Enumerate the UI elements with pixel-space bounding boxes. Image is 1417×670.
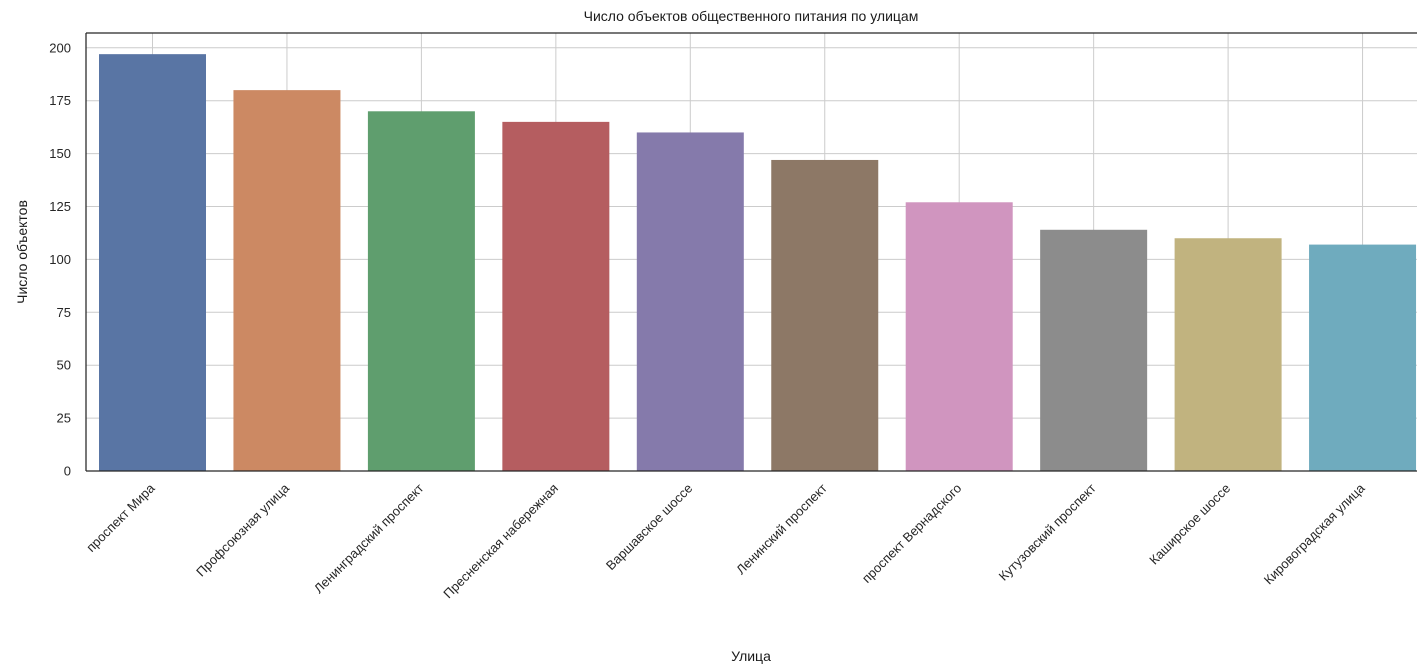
bar xyxy=(99,54,206,471)
y-tick-label: 25 xyxy=(57,411,71,426)
axis-layer xyxy=(85,32,1417,472)
x-tick-label: Профсоюзная улица xyxy=(193,480,292,579)
chart-title: Число объектов общественного питания по … xyxy=(584,8,919,24)
y-tick-label: 100 xyxy=(49,252,71,267)
x-tick-label: Ленинградский проспект xyxy=(311,480,427,596)
x-tick-label: Варшавское шоссе xyxy=(603,481,696,574)
x-tick-label: проспект Вернадского xyxy=(859,481,964,586)
bar xyxy=(905,202,1013,471)
y-tick-label: 175 xyxy=(49,93,71,108)
y-tick-label: 75 xyxy=(57,305,71,320)
y-axis-label: Число объектов xyxy=(14,200,30,304)
x-axis-label: Улица xyxy=(731,648,771,664)
bar xyxy=(1040,229,1148,471)
y-tick-label: 200 xyxy=(49,40,71,55)
x-tick-label: Кутузовский проспект xyxy=(996,480,1099,583)
y-tick-label: 50 xyxy=(57,358,71,373)
bar xyxy=(1174,238,1282,471)
x-tick-label: проспект Мира xyxy=(83,480,158,555)
y-tick-labels: 0 25 50 75 100 125 150 175 200 xyxy=(49,40,71,478)
bar xyxy=(502,121,610,471)
x-tick-label: Ленинский проспект xyxy=(733,480,830,577)
bar-layer xyxy=(99,54,1417,471)
bar xyxy=(233,90,341,471)
bar xyxy=(636,132,744,471)
x-tick-labels: проспект Мира Профсоюзная улица Ленинградс… xyxy=(83,480,1368,601)
bar xyxy=(367,111,475,471)
bar xyxy=(1309,244,1417,471)
y-tick-label: 125 xyxy=(49,199,71,214)
y-tick-label: 150 xyxy=(49,146,71,161)
bar xyxy=(771,159,879,471)
x-tick-label: Кировоградская улица xyxy=(1261,480,1368,587)
x-tick-label: Каширское шоссе xyxy=(1146,481,1233,568)
x-tick-label: Пресненская набережная xyxy=(440,481,561,602)
y-tick-label: 0 xyxy=(64,464,71,479)
